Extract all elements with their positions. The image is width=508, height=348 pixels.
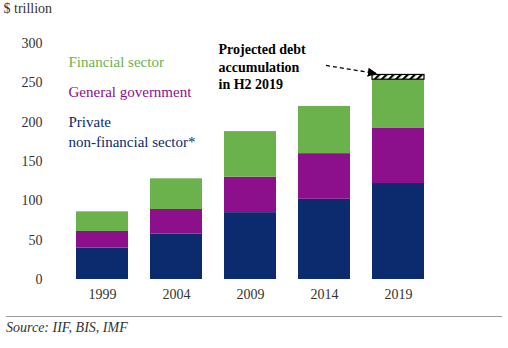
svg-text:0: 0 bbox=[36, 272, 43, 287]
svg-text:Projected debtaccumulationin H: Projected debtaccumulationin H2 2019 bbox=[219, 42, 307, 92]
svg-text:1999: 1999 bbox=[89, 287, 117, 302]
svg-text:$ trillion: $ trillion bbox=[4, 1, 53, 16]
svg-text:General government: General government bbox=[69, 84, 193, 100]
svg-text:2014: 2014 bbox=[311, 287, 339, 302]
svg-text:2009: 2009 bbox=[237, 287, 265, 302]
svg-text:Privatenon-financial sector*: Privatenon-financial sector* bbox=[69, 114, 196, 150]
svg-text:2019: 2019 bbox=[385, 287, 413, 302]
svg-text:2004: 2004 bbox=[163, 287, 191, 302]
html-text:Source: IIF, BIS, IMF: Source: IIF, BIS, IMF bbox=[6, 320, 128, 335]
svg-text:150: 150 bbox=[22, 154, 43, 169]
svg-text:250: 250 bbox=[22, 75, 43, 90]
svg-text:300: 300 bbox=[22, 36, 43, 51]
svg-text:50: 50 bbox=[29, 233, 43, 248]
svg-text:100: 100 bbox=[22, 193, 43, 208]
svg-text:200: 200 bbox=[22, 115, 43, 130]
svg-text:Financial sector: Financial sector bbox=[69, 54, 164, 70]
